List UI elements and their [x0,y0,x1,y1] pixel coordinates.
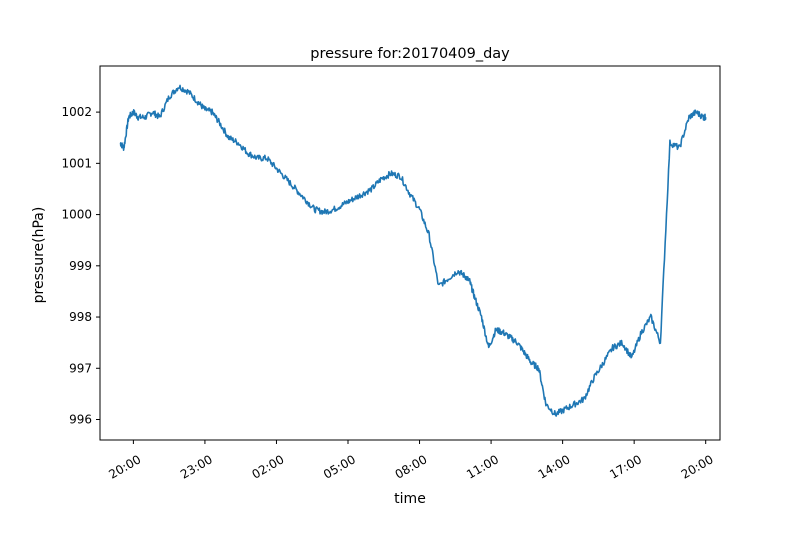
pressure-series-line [119,84,707,417]
x-axis-label: time [394,491,426,507]
chart-title: pressure for:20170409_day [310,46,510,62]
y-axis-ticks: 996 997 998 999 1000 1001 1002 [61,105,100,427]
y-tick-label: 996 [69,413,92,427]
y-tick-label: 997 [69,361,92,375]
y-tick-label: 1001 [61,156,92,170]
y-tick-label: 1000 [61,208,92,222]
y-axis-label: pressure(hPa) [31,207,47,304]
y-tick-label: 998 [69,310,92,324]
y-tick-label: 1002 [61,105,92,119]
data-series [119,84,707,417]
plot-area-frame [99,65,721,441]
y-tick-label: 999 [69,259,92,273]
